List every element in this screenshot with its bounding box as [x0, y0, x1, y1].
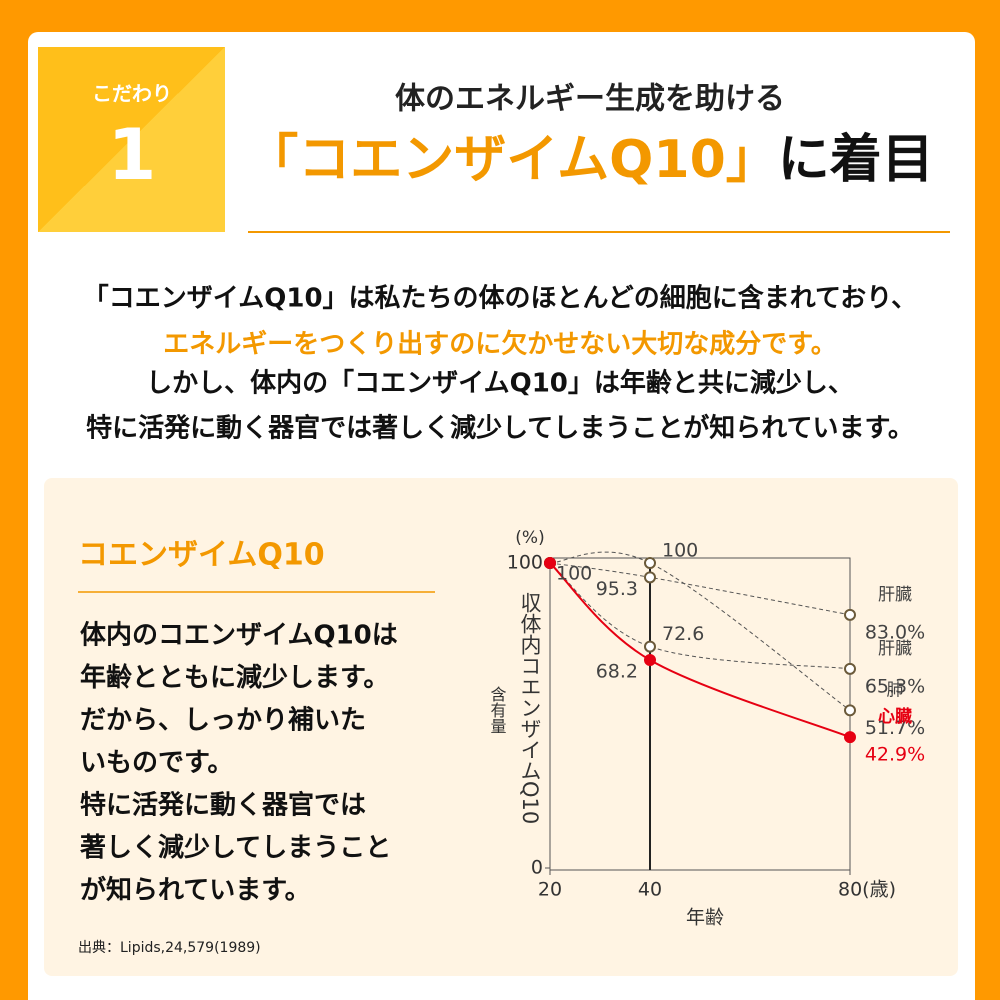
y-label: 収体内コエンザイムQ10: [518, 592, 542, 824]
value-label: 51.7%: [865, 717, 925, 739]
value-label: 42.9%: [865, 744, 925, 766]
subtitle: 体のエネルギー生成を助ける: [395, 82, 785, 117]
point: [644, 571, 656, 584]
intro-line: 「コエンザイムQ10」は私たちの体のほとんどの細胞に含まれており、: [83, 283, 917, 314]
point: [844, 662, 856, 675]
badge: [38, 47, 225, 232]
point: [844, 731, 856, 744]
body-line: が知られています。: [80, 875, 311, 906]
intro-line: エネルギーをつくり出すのに欠かせない大切な成分です。: [163, 329, 836, 360]
x-tick-label: 80(歳): [838, 879, 896, 901]
panel: [44, 478, 958, 976]
point: [544, 557, 556, 569]
panel-heading: コエンザイムQ10: [78, 538, 325, 573]
x-label: 年齢: [686, 907, 724, 929]
body-line: 特に活発に動く器官では: [80, 790, 366, 821]
value-label: 95.3: [596, 578, 638, 600]
body-line: いものです。: [80, 748, 233, 778]
legend-label: 心臓: [878, 707, 912, 727]
series-line: [549, 551, 851, 711]
value-label: 72.6: [662, 623, 704, 645]
point: [644, 557, 656, 569]
value-label: 100: [556, 563, 592, 585]
title: 「コエンザイムQ10」に着目: [246, 130, 934, 190]
legend-label: 肺: [887, 680, 904, 700]
value-label: 65.3%: [865, 675, 925, 697]
badge-number: 1: [108, 114, 157, 196]
y-tick-label: 0: [531, 857, 543, 879]
series-line: [549, 562, 851, 616]
legend-label: 肝臓: [878, 639, 912, 659]
point: [644, 640, 656, 653]
value-label: 68.2: [596, 660, 638, 682]
intro-line: しかし、体内の「コエンザイムQ10」は年齢と共に減少し、: [146, 368, 854, 399]
body-line: 体内のコエンザイムQ10は: [80, 621, 398, 651]
intro-line: 特に活発に動く器官では著しく減少してしまうことが知られています。: [86, 413, 914, 444]
title-highlight: 「コエンザイムQ10」: [246, 130, 778, 190]
point: [844, 608, 856, 621]
value-label: 100: [662, 540, 698, 562]
legend-label: 肝臓: [878, 585, 912, 605]
body-line: 著しく減少してしまうこと: [79, 833, 391, 863]
series-line: [549, 562, 851, 739]
point: [644, 653, 656, 666]
y-unit: (%): [515, 528, 544, 548]
point: [844, 704, 856, 717]
badge-label: こだわり: [92, 82, 172, 106]
body-line: だから、しっかり補いた: [80, 706, 366, 736]
title-rest: に着目: [778, 130, 934, 190]
y-tick-label: 100: [507, 552, 543, 574]
value-label: 83.0%: [865, 621, 925, 643]
panel-body: 体内のコエンザイムQ10は年齢とともに減少します。だから、しっかり補いたいもので…: [79, 621, 398, 906]
x-tick-label: 20: [538, 879, 562, 901]
body-line: 年齢とともに減少します。: [80, 662, 389, 693]
series-line: [549, 562, 851, 670]
y-label-sub: 含有量: [488, 686, 507, 734]
source: 出典：Lipids,24,579(1989): [78, 940, 261, 956]
x-tick-label: 40: [638, 879, 662, 901]
